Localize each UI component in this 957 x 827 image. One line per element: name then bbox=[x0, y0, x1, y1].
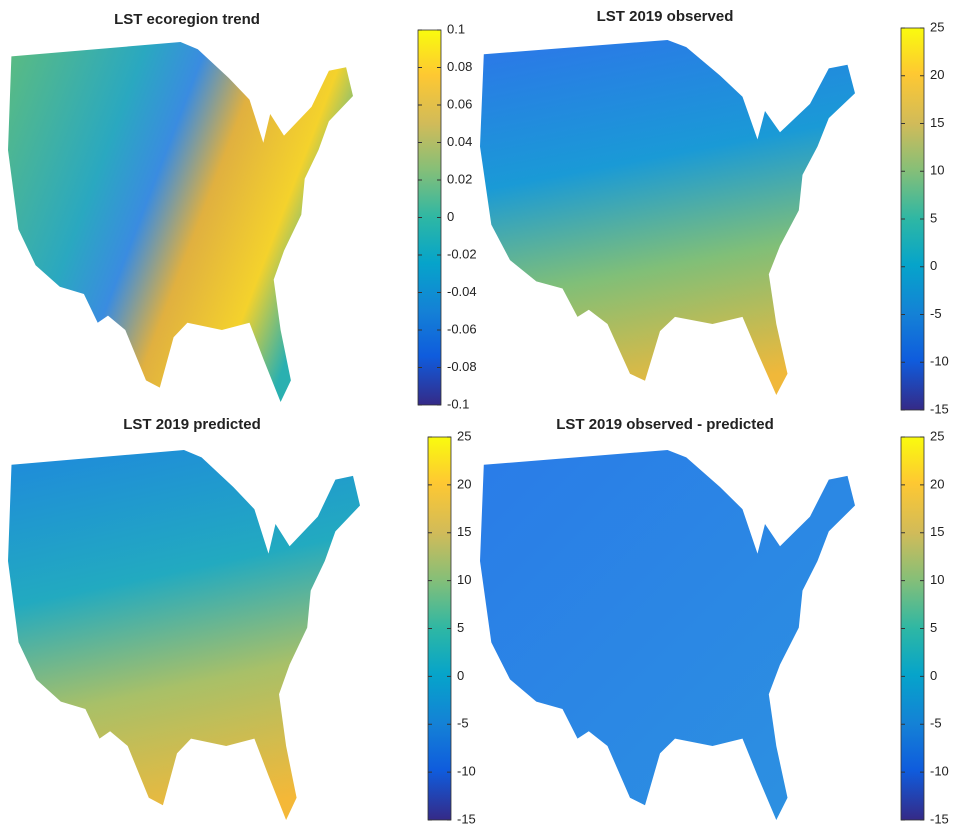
colorbar-tick-label: 25 bbox=[930, 19, 944, 34]
panel-title: LST 2019 observed bbox=[597, 8, 734, 25]
colorbar-tick-label: 10 bbox=[457, 572, 471, 587]
colorbar-tick-label: -0.04 bbox=[447, 284, 477, 299]
colorbar-tick-label: 0.04 bbox=[447, 134, 472, 149]
panel-title: LST 2019 predicted bbox=[123, 416, 261, 433]
colorbar-tick-label: 0.02 bbox=[447, 171, 472, 186]
map bbox=[480, 450, 855, 820]
colorbar-tick-label: -0.06 bbox=[447, 321, 477, 336]
colorbar-tick-label: 5 bbox=[930, 210, 937, 225]
colorbar-tick-label: 15 bbox=[457, 524, 471, 539]
colorbar-tick-label: 10 bbox=[930, 163, 944, 178]
colorbar-tick-label: -0.08 bbox=[447, 359, 477, 374]
colorbar-tick-label: 0.1 bbox=[447, 21, 465, 36]
map bbox=[480, 40, 855, 395]
panel-title: LST 2019 observed - predicted bbox=[556, 416, 774, 433]
colorbar-tick-label: 25 bbox=[457, 428, 471, 443]
map bbox=[8, 450, 360, 820]
colorbar-tick-label: 0 bbox=[447, 209, 454, 224]
colorbar-tick-label: -5 bbox=[930, 306, 942, 321]
colorbar-tick-label: -5 bbox=[457, 716, 469, 731]
colorbar-tick-label: 0 bbox=[457, 668, 464, 683]
colorbar-tick-label: 0.08 bbox=[447, 59, 472, 74]
colorbar-tick-label: 0 bbox=[930, 668, 937, 683]
colorbar-tick-label: -10 bbox=[457, 764, 476, 779]
colorbar-tick-label: 5 bbox=[930, 620, 937, 635]
colorbar-tick-label: 15 bbox=[930, 524, 944, 539]
colorbar-tick-label: 20 bbox=[930, 476, 944, 491]
colorbar-tick-label: -15 bbox=[930, 401, 949, 416]
colorbar-tick-label: -0.02 bbox=[447, 246, 477, 261]
colorbar-tick-label: -10 bbox=[930, 354, 949, 369]
colorbar-tick-label: 5 bbox=[457, 620, 464, 635]
colorbar-tick-label: 20 bbox=[457, 476, 471, 491]
colorbar-tick-label: 20 bbox=[930, 67, 944, 82]
colorbar-tick-label: 10 bbox=[930, 572, 944, 587]
panel-title: LST ecoregion trend bbox=[114, 11, 260, 28]
colorbar-tick-label: -15 bbox=[457, 811, 476, 826]
colorbar-tick-label: 0.06 bbox=[447, 96, 472, 111]
map bbox=[8, 42, 353, 402]
colorbar-tick-label: 0 bbox=[930, 258, 937, 273]
colorbar-tick-label: -5 bbox=[930, 716, 942, 731]
colorbar-tick-label: 15 bbox=[930, 115, 944, 130]
colorbar-tick-label: -15 bbox=[930, 811, 949, 826]
colorbar-tick-label: -10 bbox=[930, 764, 949, 779]
colorbar-tick-label: 25 bbox=[930, 428, 944, 443]
colorbar-tick-label: -0.1 bbox=[447, 396, 469, 411]
